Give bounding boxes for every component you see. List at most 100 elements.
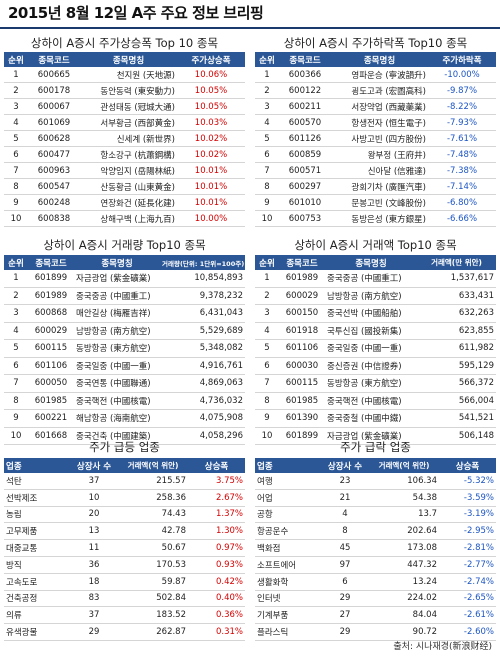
name-cell: 중국핵전 (中國核電): [74, 392, 160, 410]
turnover-cell: 632,263: [417, 304, 496, 323]
sectors-down-table: 업종 상장사 수 거래액(억 위안) 상승폭 여행 23 106.34 -5.32% …: [255, 458, 496, 641]
volume-cell: 9,378,232: [160, 287, 245, 305]
name-cell: 항생전자 (恒生電子): [331, 114, 428, 131]
table-row: 유색광물 29 262.87 0.31%: [4, 623, 245, 641]
change-cell: 10.05%: [177, 98, 245, 115]
rank-cell: 2: [255, 287, 279, 305]
count-cell: 29: [321, 623, 369, 641]
turnover-cell: 506,148: [417, 427, 496, 445]
name-cell: 문봉고빈 (文峰股份): [331, 194, 428, 211]
code-cell: 600366: [279, 67, 331, 83]
rank-cell: 4: [4, 114, 28, 131]
sector-cell: 건축공정: [4, 590, 70, 608]
rank-cell: 8: [255, 392, 279, 410]
rank-cell: 5: [4, 130, 28, 147]
name-cell: 중국중철 (中國中鐵): [325, 409, 417, 428]
turnover-cell: 623,855: [417, 322, 496, 340]
name-cell: 광회기차 (廣匯汽車): [331, 178, 428, 195]
column-header: 종목코드: [279, 52, 331, 67]
rank-cell: 1: [255, 270, 279, 288]
column-header: 종목명칭: [74, 255, 160, 270]
sector-cell: 석탄: [4, 473, 70, 490]
table-row: 7 600050 중국연통 (中國聯通) 4,869,063: [4, 374, 245, 393]
name-cell: 남방항공 (南方航空): [325, 287, 417, 305]
change-cell: -2.60%: [439, 623, 496, 641]
code-cell: 600067: [28, 98, 80, 115]
count-cell: 23: [321, 473, 369, 490]
name-cell: 관성태동 (冠城大通): [80, 98, 177, 115]
code-cell: 600248: [28, 194, 80, 211]
column-header: 종목명칭: [325, 255, 417, 270]
change-cell: -10.00%: [428, 67, 496, 83]
rank-cell: 3: [255, 304, 279, 323]
change-cell: 1.30%: [188, 522, 245, 541]
table-row: 7 600963 악양임지 (岳陽林紙) 10.01%: [4, 162, 245, 179]
column-header: 순위: [255, 52, 279, 67]
sector-cell: 인터넷: [255, 590, 321, 608]
sector-cell: 대중교통: [4, 539, 70, 557]
name-cell: 서부황금 (西部黄金): [80, 114, 177, 131]
rank-cell: 6: [255, 357, 279, 375]
volume-cell: 4,916,761: [160, 357, 245, 375]
amount-cell: 50.67: [118, 539, 188, 557]
code-cell: 600570: [279, 114, 331, 131]
amount-cell: 173.08: [369, 539, 439, 557]
change-cell: -5.32%: [439, 473, 496, 490]
name-cell: 동방은성 (東方銀星): [331, 210, 428, 227]
table-row: 건축공정 83 502.84 0.40%: [4, 590, 245, 608]
sector-cell: 고속도로: [4, 573, 70, 591]
change-cell: 10.06%: [177, 67, 245, 83]
table-row: 대중교통 11 50.67 0.97%: [4, 539, 245, 557]
change-cell: -7.48%: [428, 146, 496, 163]
volume-cell: 5,529,689: [160, 322, 245, 340]
amount-cell: 13.24: [369, 573, 439, 591]
column-header: 종목코드: [28, 255, 74, 270]
change-cell: 0.36%: [188, 606, 245, 625]
code-cell: 600122: [279, 82, 331, 99]
sector-cell: 선박제조: [4, 489, 70, 507]
code-cell: 601126: [279, 130, 331, 147]
change-cell: 0.97%: [188, 539, 245, 557]
code-cell: 600963: [28, 162, 80, 179]
table-row: 10 601899 자금광업 (紫金礦業) 506,148: [255, 427, 496, 445]
amount-cell: 90.72: [369, 623, 439, 641]
code-cell: 601985: [28, 392, 74, 410]
top-gainers-table: 순위 종목코드 종목명칭 주가상승폭 1 600665 천지원 (天地源) 10.06…: [4, 52, 245, 227]
sector-cell: 방직: [4, 556, 70, 574]
table-row: 항공운수 8 202.64 -2.95%: [255, 522, 496, 541]
name-cell: 산동황금 (山東黄金): [80, 178, 177, 195]
rank-cell: 5: [255, 339, 279, 358]
code-cell: 600178: [28, 82, 80, 99]
column-header: 거래량(단위: 1단위=100주): [160, 255, 245, 270]
count-cell: 37: [70, 606, 118, 625]
rank-cell: 1: [255, 67, 279, 83]
code-cell: 600859: [279, 146, 331, 163]
count-cell: 29: [70, 623, 118, 641]
rank-cell: 5: [255, 130, 279, 147]
change-cell: -2.95%: [439, 522, 496, 541]
code-cell: 600029: [279, 287, 325, 305]
table-row: 석탄 37 215.57 3.75%: [4, 473, 245, 490]
code-cell: 601106: [279, 339, 325, 358]
table-header-row: 순위 종목코드 종목명칭 거래액(만 위안): [255, 255, 496, 270]
code-cell: 600297: [279, 178, 331, 195]
change-cell: -2.74%: [439, 573, 496, 591]
sector-cell: 플라스틱: [255, 623, 321, 641]
code-cell: 601390: [279, 409, 325, 428]
count-cell: 11: [70, 539, 118, 557]
table-row: 4 601918 국투신집 (國投新集) 623,855: [255, 322, 496, 340]
count-cell: 29: [321, 590, 369, 608]
change-cell: 10.01%: [177, 162, 245, 179]
top-volume-panel: 상하이 A증시 거래량 Top10 종목 순위 종목코드 종목명칭 거래량(단위…: [4, 235, 245, 445]
rank-cell: 6: [4, 146, 28, 163]
count-cell: 13: [70, 522, 118, 541]
count-cell: 37: [70, 473, 118, 490]
rank-cell: 10: [255, 427, 279, 445]
rank-cell: 10: [255, 210, 279, 227]
table-row: 4 600570 항생전자 (恒生電子) -7.93%: [255, 114, 496, 131]
table-row: 의류 37 183.52 0.36%: [4, 606, 245, 625]
sector-cell: 고무제품: [4, 522, 70, 541]
table-row: 여행 23 106.34 -5.32%: [255, 473, 496, 490]
column-header: 종목명칭: [331, 52, 428, 67]
table-row: 어업 21 54.38 -3.59%: [255, 489, 496, 507]
